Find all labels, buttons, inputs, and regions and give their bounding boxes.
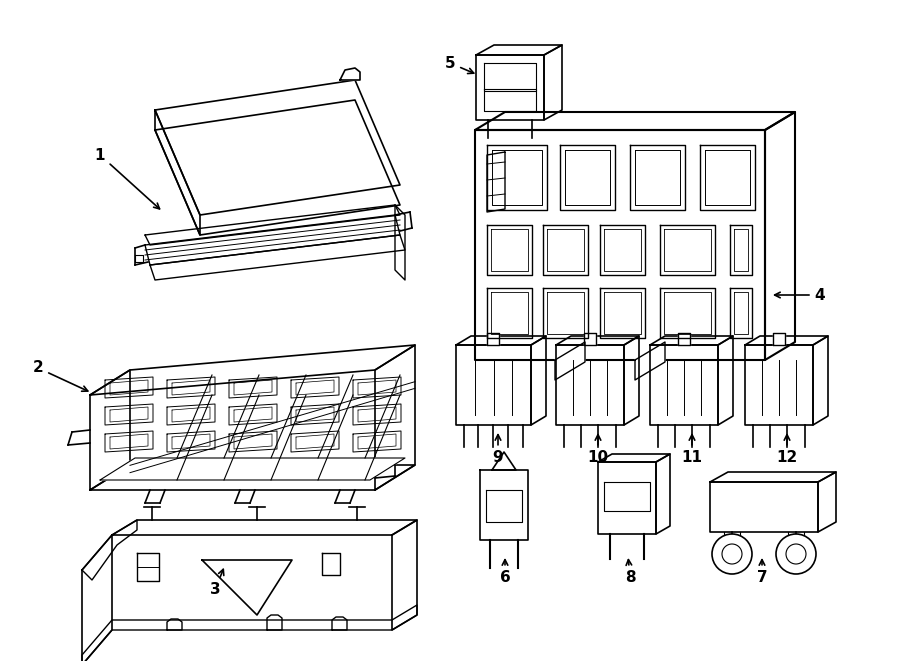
Polygon shape — [475, 112, 795, 130]
Polygon shape — [773, 333, 785, 345]
Polygon shape — [544, 45, 562, 120]
Polygon shape — [584, 333, 596, 345]
Polygon shape — [155, 100, 400, 235]
Circle shape — [712, 534, 752, 574]
Polygon shape — [487, 333, 499, 345]
Text: 10: 10 — [588, 435, 608, 465]
Polygon shape — [556, 345, 624, 425]
Polygon shape — [375, 345, 415, 490]
Polygon shape — [476, 45, 562, 55]
Text: 1: 1 — [94, 147, 159, 209]
Polygon shape — [718, 336, 733, 425]
Polygon shape — [100, 458, 405, 480]
Polygon shape — [745, 345, 813, 425]
Polygon shape — [90, 465, 415, 490]
Polygon shape — [456, 336, 546, 345]
Polygon shape — [710, 482, 818, 532]
Polygon shape — [456, 345, 531, 425]
Circle shape — [776, 534, 816, 574]
Polygon shape — [145, 215, 400, 265]
Polygon shape — [635, 342, 665, 380]
Polygon shape — [476, 55, 544, 120]
Polygon shape — [82, 605, 417, 661]
Polygon shape — [340, 68, 360, 80]
Text: 3: 3 — [210, 569, 224, 598]
Polygon shape — [155, 110, 200, 235]
Text: 4: 4 — [775, 288, 825, 303]
Polygon shape — [598, 462, 656, 534]
Text: 6: 6 — [500, 560, 510, 586]
Polygon shape — [112, 520, 417, 535]
Polygon shape — [90, 370, 130, 490]
Polygon shape — [710, 472, 836, 482]
Polygon shape — [555, 342, 585, 380]
Polygon shape — [598, 454, 670, 462]
Polygon shape — [487, 152, 505, 212]
Polygon shape — [531, 336, 546, 425]
Polygon shape — [82, 520, 137, 580]
Polygon shape — [624, 336, 639, 425]
Text: 5: 5 — [445, 56, 473, 73]
Polygon shape — [650, 336, 733, 345]
Text: 2: 2 — [32, 360, 88, 391]
Polygon shape — [82, 535, 112, 661]
Polygon shape — [150, 235, 405, 280]
Polygon shape — [492, 452, 516, 470]
Polygon shape — [765, 112, 795, 360]
Polygon shape — [90, 345, 415, 395]
Text: 7: 7 — [757, 560, 768, 586]
Text: 12: 12 — [777, 435, 797, 465]
Polygon shape — [480, 470, 528, 540]
Polygon shape — [650, 345, 718, 425]
Text: 8: 8 — [625, 560, 635, 586]
Polygon shape — [475, 130, 765, 360]
Polygon shape — [745, 336, 828, 345]
Text: 9: 9 — [492, 435, 503, 465]
Polygon shape — [656, 454, 670, 534]
Text: 11: 11 — [681, 435, 703, 465]
Polygon shape — [145, 205, 400, 245]
Polygon shape — [678, 333, 690, 345]
Polygon shape — [395, 205, 405, 280]
Polygon shape — [392, 520, 417, 630]
Polygon shape — [813, 336, 828, 425]
Polygon shape — [556, 336, 639, 345]
Polygon shape — [818, 472, 836, 532]
Polygon shape — [155, 80, 400, 215]
